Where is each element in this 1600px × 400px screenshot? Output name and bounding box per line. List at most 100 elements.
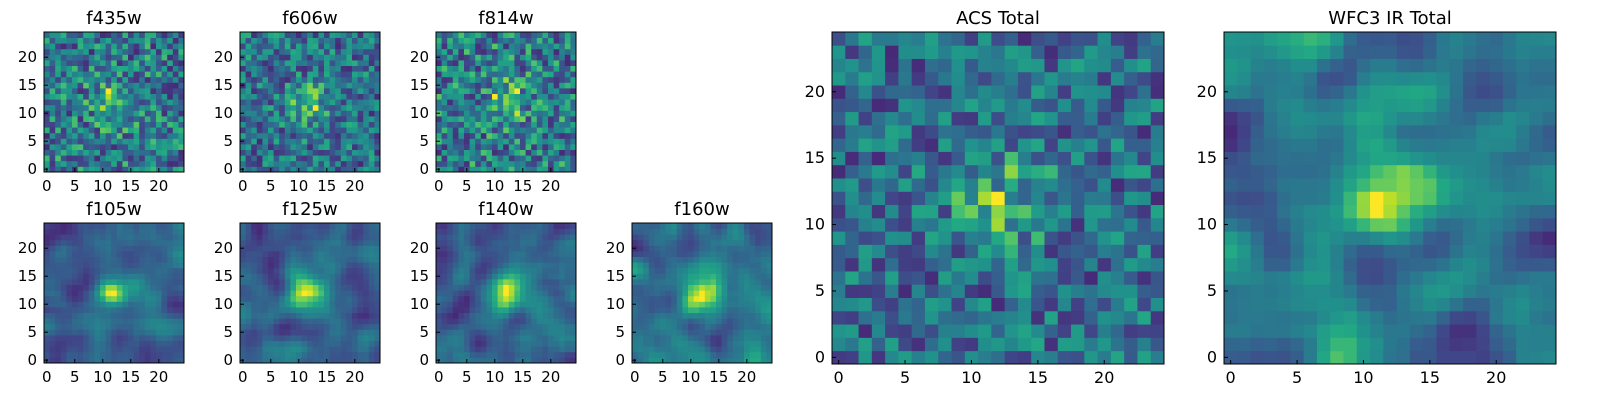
heatmap-cell xyxy=(60,32,67,38)
heatmap-cell xyxy=(1137,151,1152,166)
heatmap-cell xyxy=(156,290,162,297)
heatmap-cell xyxy=(475,76,482,83)
heatmap-cell xyxy=(307,166,314,173)
heatmap-cell xyxy=(290,312,297,319)
heatmap-cell xyxy=(139,43,146,50)
heatmap-cell xyxy=(144,99,151,106)
heatmap-cell xyxy=(536,76,543,83)
heatmap-cell xyxy=(648,295,655,302)
heatmap-cell xyxy=(94,144,101,150)
heatmap-cell xyxy=(475,65,482,72)
heatmap-cell xyxy=(161,323,168,330)
heatmap-cell xyxy=(94,60,101,66)
heatmap-cell xyxy=(699,301,706,308)
heatmap-cell xyxy=(553,88,560,94)
heatmap-cell xyxy=(318,149,325,156)
heatmap-cell xyxy=(951,217,966,232)
heatmap-cell xyxy=(66,127,73,134)
heatmap-cell xyxy=(564,166,571,173)
axes-frame xyxy=(435,222,577,364)
heatmap-cell xyxy=(122,307,129,313)
heatmap-cell xyxy=(318,99,325,106)
heatmap-cell xyxy=(105,37,112,44)
heatmap-cell xyxy=(688,279,694,285)
heatmap-cell xyxy=(548,340,554,347)
heatmap-cell xyxy=(324,37,330,44)
heatmap-cell xyxy=(832,111,846,126)
heatmap-cell xyxy=(122,357,129,364)
heatmap-cell xyxy=(72,234,78,241)
heatmap-cell xyxy=(301,138,308,145)
heatmap-cell xyxy=(329,323,336,330)
heatmap-cell xyxy=(911,138,926,152)
heatmap-cell xyxy=(240,290,246,297)
heatmap-cell xyxy=(133,149,140,156)
heatmap-cell xyxy=(240,160,246,167)
heatmap-cell xyxy=(447,357,454,364)
heatmap-cell xyxy=(1004,324,1019,338)
heatmap-cell xyxy=(553,323,560,330)
heatmap-cell xyxy=(116,234,123,241)
heatmap-cell xyxy=(475,43,482,50)
heatmap-cell xyxy=(924,231,939,245)
heatmap-cell xyxy=(144,121,151,128)
heatmap-cell xyxy=(240,88,246,94)
heatmap-cell xyxy=(1137,178,1152,192)
heatmap-cell xyxy=(161,160,168,167)
heatmap-cell xyxy=(139,116,146,122)
heatmap-cell xyxy=(503,127,510,134)
heatmap-cell xyxy=(122,76,129,83)
heatmap-cell xyxy=(447,256,454,263)
heatmap-cell xyxy=(480,37,487,44)
heatmap-cell xyxy=(296,48,302,55)
heatmap-cell xyxy=(172,99,179,106)
heatmap-cell xyxy=(548,43,554,50)
heatmap-cell xyxy=(744,279,750,285)
heatmap-cell xyxy=(324,295,330,302)
heatmap-cell xyxy=(251,267,258,274)
heatmap-cell xyxy=(1110,191,1125,206)
heatmap-cell xyxy=(469,155,476,162)
heatmap-cell xyxy=(111,160,118,167)
heatmap-cell xyxy=(139,256,146,263)
heatmap-cell xyxy=(156,267,162,274)
heatmap-cell xyxy=(441,239,448,246)
heatmap-cell xyxy=(284,104,291,111)
heatmap-cell xyxy=(318,54,325,61)
heatmap-cell xyxy=(721,290,728,297)
y-tick-label: 5 xyxy=(419,323,429,341)
heatmap-cell xyxy=(357,312,364,319)
heatmap-cell xyxy=(88,340,95,347)
heatmap-cell xyxy=(727,301,734,308)
heatmap-cell xyxy=(256,329,263,336)
heatmap-cell xyxy=(60,99,67,106)
heatmap-cell xyxy=(83,262,90,269)
heatmap-cell xyxy=(548,149,554,156)
heatmap-cell xyxy=(570,144,577,150)
heatmap-cell xyxy=(637,234,644,241)
heatmap-cell xyxy=(161,256,168,263)
heatmap-cell xyxy=(72,71,78,78)
heatmap-cell xyxy=(245,335,252,341)
heatmap-cell xyxy=(273,71,280,78)
heatmap-cell xyxy=(924,244,939,259)
heatmap-cell xyxy=(441,323,448,330)
heatmap-cell xyxy=(156,110,162,117)
heatmap-cell xyxy=(240,121,246,128)
heatmap-cell xyxy=(88,110,95,117)
heatmap-cell xyxy=(262,144,269,150)
heatmap-cell xyxy=(749,251,756,257)
heatmap-cell xyxy=(548,329,554,336)
heatmap-cell xyxy=(268,32,274,38)
heatmap-cell xyxy=(486,127,493,134)
heatmap-cell xyxy=(654,228,661,235)
heatmap-cell xyxy=(128,88,134,94)
heatmap-cell xyxy=(156,93,162,100)
heatmap-cell xyxy=(738,267,745,274)
heatmap-cell xyxy=(83,60,90,66)
heatmap-cell xyxy=(172,346,179,353)
heatmap-cell xyxy=(503,223,510,229)
heatmap-cell xyxy=(536,340,543,347)
heatmap-cell xyxy=(346,132,353,139)
heatmap-cell xyxy=(480,290,487,297)
